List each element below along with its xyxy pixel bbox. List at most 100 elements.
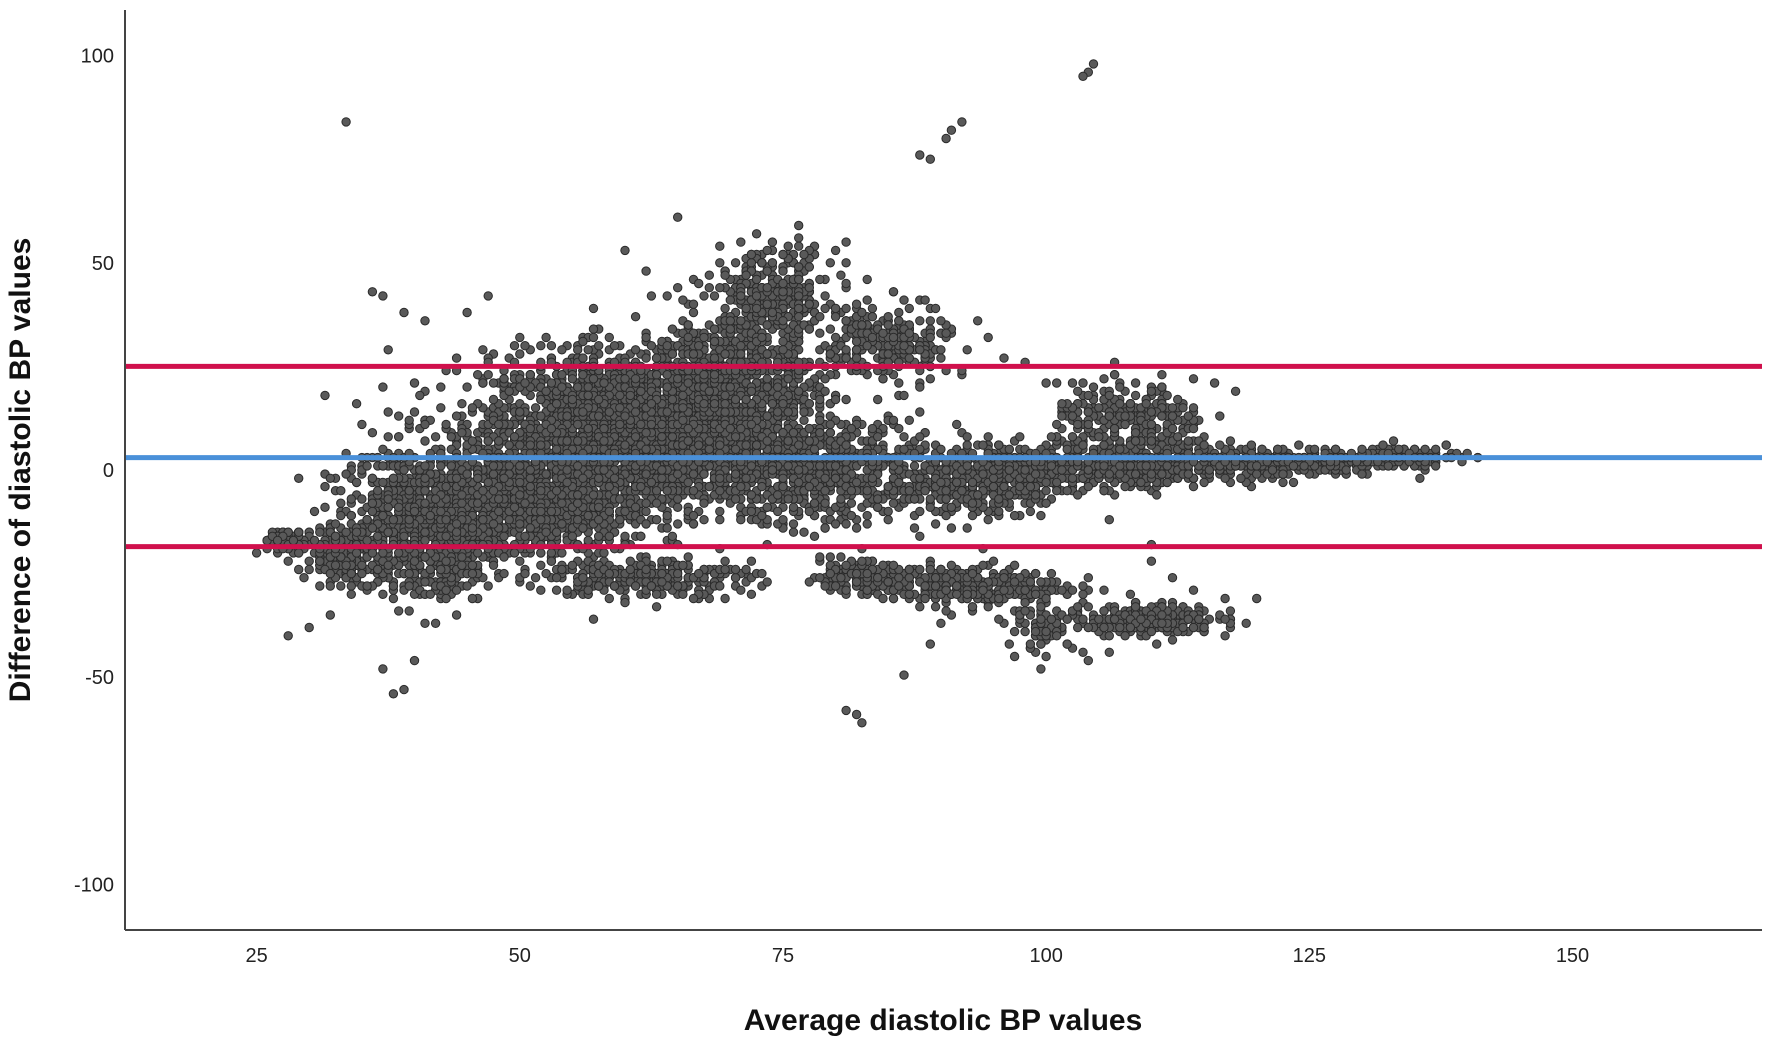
data-point xyxy=(567,531,578,541)
data-point xyxy=(604,332,614,343)
data-point xyxy=(630,399,641,409)
data-point xyxy=(557,548,567,558)
data-point xyxy=(578,353,588,363)
data-point xyxy=(651,370,662,380)
data-point xyxy=(704,481,714,492)
data-point xyxy=(536,341,546,351)
data-point xyxy=(873,502,883,512)
data-point xyxy=(509,502,520,512)
data-point xyxy=(736,515,746,525)
data-point xyxy=(799,527,809,537)
data-point xyxy=(788,519,799,529)
data-point xyxy=(562,465,572,475)
data-point xyxy=(794,386,804,396)
data-point xyxy=(436,382,446,392)
data-point xyxy=(594,473,604,483)
data-point xyxy=(525,465,535,475)
data-point xyxy=(778,428,788,438)
data-point xyxy=(620,531,630,541)
data-point xyxy=(557,498,567,508)
data-point xyxy=(578,407,588,417)
data-point xyxy=(699,515,709,525)
data-point xyxy=(536,560,546,570)
data-point xyxy=(573,515,583,525)
data-point xyxy=(673,283,683,293)
data-point xyxy=(536,548,546,558)
data-point xyxy=(578,473,588,483)
data-point xyxy=(488,378,499,388)
data-point xyxy=(636,481,646,492)
data-point xyxy=(673,494,683,504)
data-point xyxy=(515,407,525,417)
data-point xyxy=(651,353,662,363)
data-point xyxy=(667,349,678,359)
data-point xyxy=(546,506,557,517)
data-point xyxy=(762,411,772,421)
data-point xyxy=(494,419,504,430)
data-point xyxy=(520,341,530,351)
data-point xyxy=(720,407,730,417)
data-point xyxy=(578,336,588,347)
data-point xyxy=(494,436,504,446)
data-point xyxy=(667,531,678,541)
data-point xyxy=(630,345,641,355)
data-point xyxy=(594,502,604,512)
data-point xyxy=(657,419,667,430)
data-point xyxy=(378,382,388,392)
data-point xyxy=(746,461,757,471)
data-point xyxy=(525,423,535,434)
data-point xyxy=(841,473,851,483)
data-point xyxy=(604,407,614,417)
data-point xyxy=(673,469,683,479)
data-point xyxy=(594,515,604,525)
data-point xyxy=(641,428,651,438)
data-point xyxy=(562,477,572,488)
data-point xyxy=(546,378,557,388)
data-point xyxy=(709,336,720,347)
data-point xyxy=(804,399,814,409)
data-point xyxy=(820,374,830,384)
data-point xyxy=(762,374,772,384)
data-point xyxy=(488,486,499,496)
data-point xyxy=(704,386,714,396)
data-point xyxy=(599,465,609,475)
data-point xyxy=(720,399,730,409)
data-point xyxy=(888,415,899,425)
data-point xyxy=(883,506,893,517)
data-point xyxy=(578,523,588,533)
data-point xyxy=(599,436,609,446)
data-point xyxy=(594,531,604,541)
data-point xyxy=(620,440,630,450)
data-point xyxy=(536,486,546,496)
data-point xyxy=(588,332,599,343)
data-point xyxy=(773,444,783,454)
data-point xyxy=(678,390,688,401)
data-point xyxy=(420,436,430,446)
data-point xyxy=(646,419,657,430)
data-point xyxy=(841,394,851,405)
data-point xyxy=(862,519,872,529)
data-point xyxy=(630,374,641,384)
data-point xyxy=(751,440,762,450)
data-point xyxy=(451,411,462,421)
data-point xyxy=(783,407,793,417)
data-point xyxy=(651,486,662,496)
data-point xyxy=(630,312,641,322)
data-point xyxy=(551,527,562,537)
data-point xyxy=(415,390,425,401)
data-point xyxy=(662,382,672,392)
data-point xyxy=(636,386,646,396)
data-point xyxy=(546,341,557,351)
data-point xyxy=(773,506,783,517)
data-point xyxy=(641,498,651,508)
data-point xyxy=(699,370,709,380)
data-point xyxy=(499,374,509,384)
data-point xyxy=(541,332,551,343)
data-point xyxy=(820,386,830,396)
data-point xyxy=(825,428,835,438)
data-point xyxy=(383,345,393,355)
data-point xyxy=(683,332,693,343)
data-point xyxy=(888,498,899,508)
data-point xyxy=(846,498,857,508)
data-point xyxy=(594,411,604,421)
